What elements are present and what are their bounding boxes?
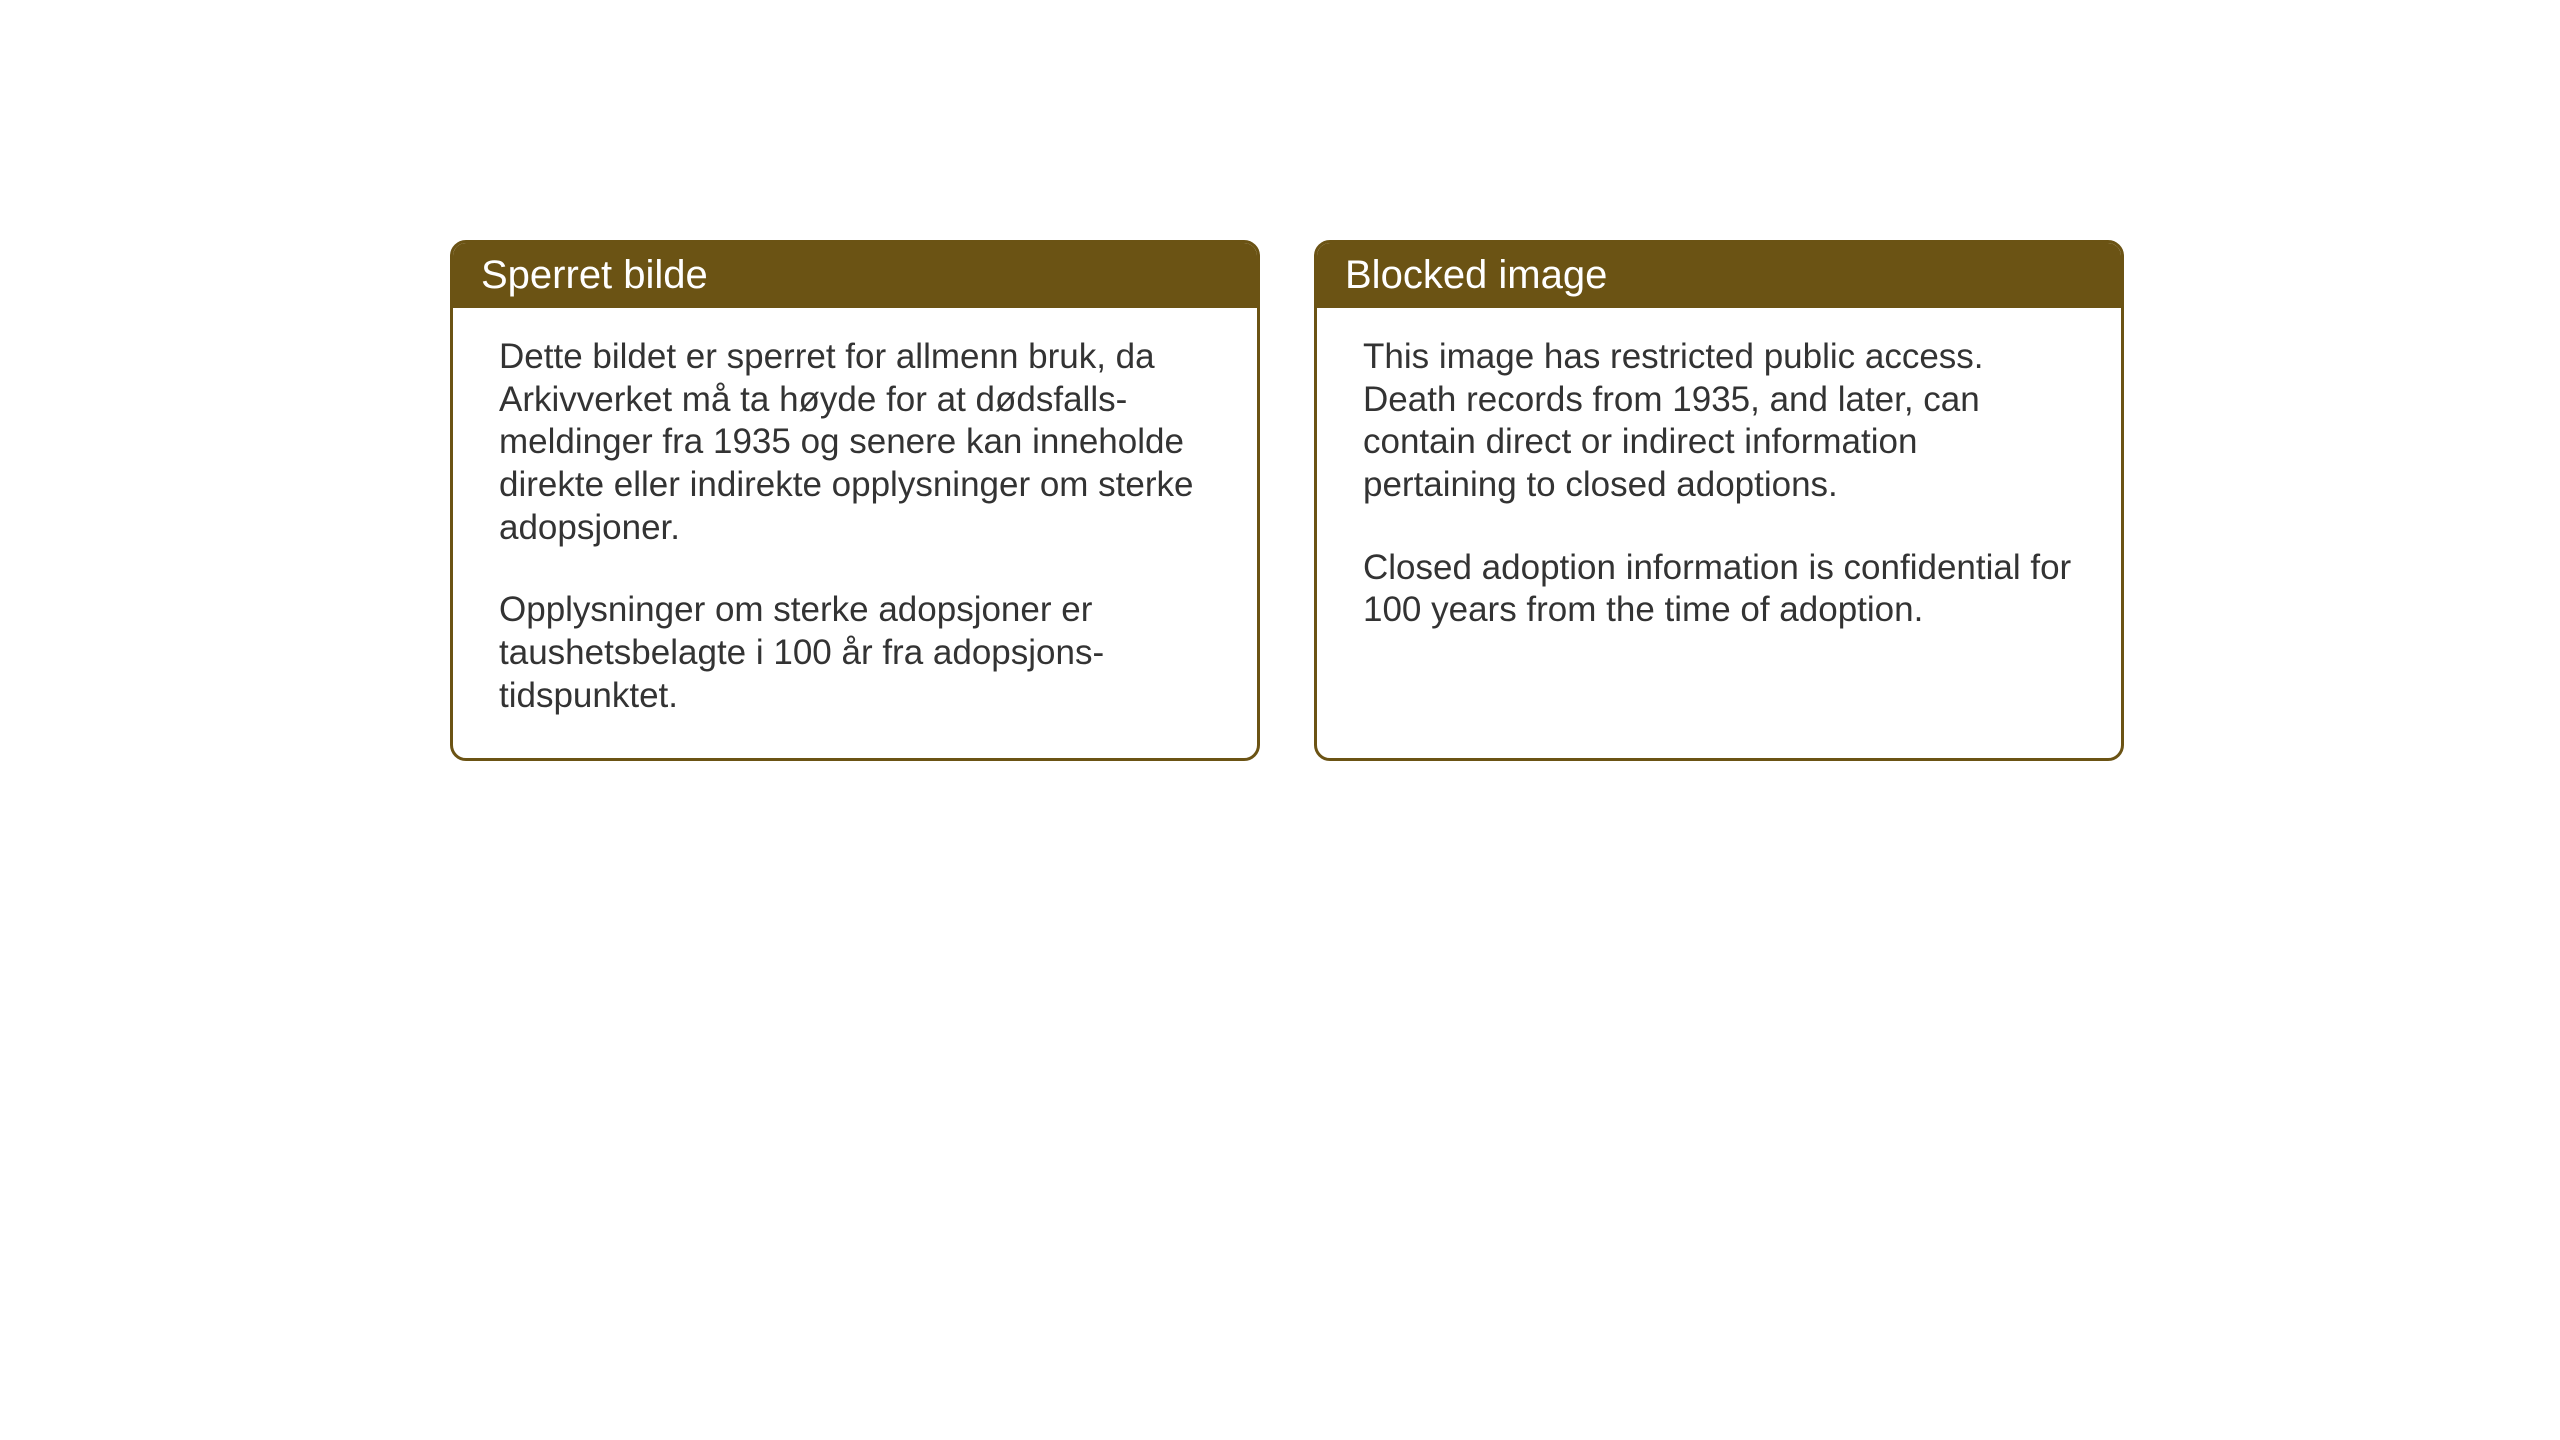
notice-card-english: Blocked image This image has restricted …: [1314, 240, 2124, 761]
card-body-english: This image has restricted public access.…: [1317, 308, 2121, 758]
card-paragraph: Closed adoption information is confident…: [1363, 547, 2075, 632]
notice-card-norwegian: Sperret bilde Dette bildet er sperret fo…: [450, 240, 1260, 761]
card-header-norwegian: Sperret bilde: [453, 243, 1257, 308]
card-title: Sperret bilde: [481, 253, 708, 297]
notice-cards-container: Sperret bilde Dette bildet er sperret fo…: [450, 240, 2124, 761]
card-paragraph: Opplysninger om sterke adopsjoner er tau…: [499, 589, 1211, 717]
card-title: Blocked image: [1345, 253, 1607, 297]
card-body-norwegian: Dette bildet er sperret for allmenn bruk…: [453, 308, 1257, 758]
card-header-english: Blocked image: [1317, 243, 2121, 308]
card-paragraph: Dette bildet er sperret for allmenn bruk…: [499, 336, 1211, 549]
card-paragraph: This image has restricted public access.…: [1363, 336, 2075, 507]
